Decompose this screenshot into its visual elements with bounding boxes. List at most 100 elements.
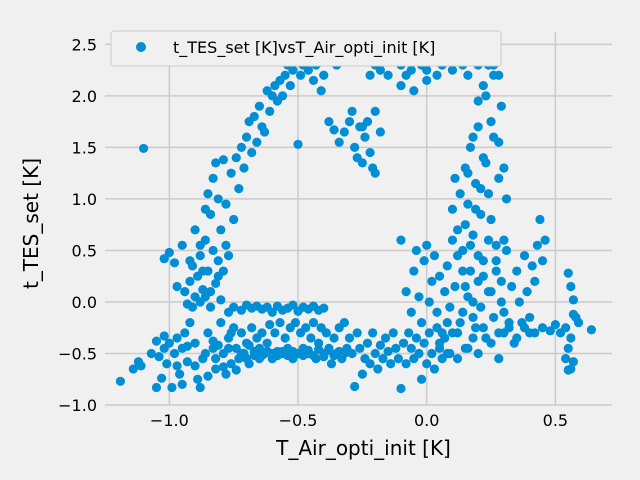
data-point bbox=[203, 328, 213, 338]
data-point bbox=[561, 323, 571, 333]
data-point bbox=[483, 189, 494, 199]
data-point bbox=[525, 312, 535, 323]
data-point bbox=[350, 142, 360, 153]
data-point bbox=[406, 65, 416, 75]
data-point bbox=[218, 155, 228, 165]
data-point bbox=[218, 362, 228, 372]
data-point bbox=[244, 340, 254, 350]
data-point bbox=[285, 80, 295, 91]
data-point bbox=[406, 307, 416, 317]
data-point bbox=[416, 317, 427, 328]
y-tick-label: 1.0 bbox=[72, 190, 97, 209]
data-point bbox=[514, 297, 524, 307]
data-point bbox=[203, 189, 213, 199]
data-point bbox=[499, 235, 509, 245]
data-point bbox=[164, 247, 174, 258]
data-point bbox=[146, 348, 156, 359]
data-point bbox=[321, 328, 331, 338]
data-point bbox=[478, 271, 488, 281]
data-point bbox=[429, 364, 440, 374]
data-point bbox=[537, 323, 548, 333]
data-point bbox=[254, 343, 265, 353]
data-point bbox=[481, 91, 491, 101]
data-point bbox=[128, 364, 138, 374]
data-point bbox=[411, 333, 422, 343]
data-point bbox=[473, 250, 483, 261]
data-point bbox=[185, 276, 195, 286]
data-point bbox=[216, 317, 226, 328]
data-point bbox=[527, 261, 537, 271]
data-point bbox=[519, 323, 530, 333]
data-point bbox=[288, 300, 298, 310]
data-point bbox=[208, 245, 218, 256]
data-point bbox=[182, 299, 192, 309]
data-point bbox=[136, 361, 146, 371]
data-point bbox=[422, 65, 432, 75]
data-point bbox=[167, 382, 177, 393]
x-tick-label: 0.0 bbox=[414, 411, 439, 430]
data-point bbox=[314, 344, 324, 354]
data-point bbox=[568, 295, 578, 305]
x-tick-label: −1.0 bbox=[150, 411, 189, 430]
data-point bbox=[229, 214, 239, 225]
data-point bbox=[522, 287, 532, 297]
x-tick-labels: −1.0 −0.5 0.0 0.5 bbox=[150, 411, 568, 430]
data-point bbox=[316, 86, 326, 96]
data-point bbox=[213, 256, 223, 266]
data-point bbox=[226, 168, 236, 178]
data-point bbox=[339, 317, 349, 328]
data-point bbox=[169, 258, 180, 268]
data-point bbox=[460, 281, 470, 292]
data-point bbox=[458, 307, 468, 317]
data-point bbox=[519, 250, 530, 261]
data-point bbox=[512, 333, 522, 343]
x-axis-label: T_Air_opti_init [K] bbox=[275, 436, 451, 460]
data-point bbox=[512, 266, 522, 276]
legend-box bbox=[110, 30, 502, 67]
data-point bbox=[211, 354, 221, 364]
data-point bbox=[172, 333, 182, 343]
data-point bbox=[375, 340, 385, 350]
data-point bbox=[468, 230, 478, 240]
data-point bbox=[164, 338, 174, 348]
data-point bbox=[537, 256, 548, 266]
data-point bbox=[550, 320, 560, 330]
data-point bbox=[159, 331, 169, 341]
data-point bbox=[419, 338, 429, 348]
data-point bbox=[308, 350, 319, 361]
data-point bbox=[486, 214, 496, 225]
data-point bbox=[414, 348, 424, 359]
data-point bbox=[205, 302, 216, 312]
data-point bbox=[440, 287, 450, 297]
data-point bbox=[427, 276, 437, 286]
data-point bbox=[530, 328, 540, 338]
data-point bbox=[388, 328, 398, 338]
data-point bbox=[406, 343, 416, 353]
data-point bbox=[308, 75, 319, 86]
data-point bbox=[499, 307, 509, 317]
data-point bbox=[226, 359, 236, 369]
data-point bbox=[303, 65, 313, 75]
data-point bbox=[468, 312, 478, 323]
y-tick-label: 0.5 bbox=[72, 241, 97, 260]
data-point bbox=[211, 364, 221, 374]
data-point bbox=[422, 359, 432, 369]
data-point bbox=[373, 364, 383, 374]
data-point bbox=[452, 354, 463, 364]
data-point bbox=[540, 235, 550, 245]
data-point bbox=[568, 309, 578, 319]
data-point bbox=[429, 250, 440, 261]
legend: t_TES_set [K]vsT_Air_opti_init [K] bbox=[110, 30, 502, 67]
data-point bbox=[532, 240, 542, 250]
data-point bbox=[221, 199, 231, 209]
data-point bbox=[257, 328, 267, 338]
data-point bbox=[393, 354, 403, 364]
data-point bbox=[205, 287, 216, 297]
data-point bbox=[270, 328, 280, 338]
data-point bbox=[416, 374, 427, 384]
data-point bbox=[486, 117, 496, 127]
y-tick-label: 1.5 bbox=[72, 138, 97, 157]
data-point bbox=[360, 132, 370, 142]
data-point bbox=[501, 245, 512, 256]
